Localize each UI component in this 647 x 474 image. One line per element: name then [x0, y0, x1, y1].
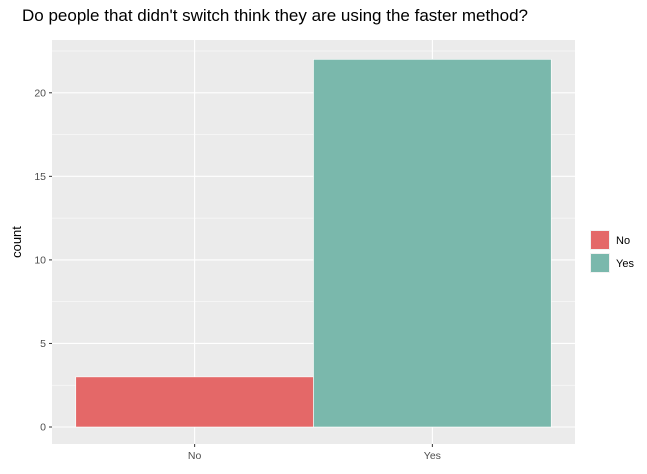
legend-label: No [616, 235, 630, 247]
legend-swatch-yes [591, 254, 609, 272]
x-tick-label: Yes [424, 450, 441, 462]
y-axis-title: count [9, 226, 24, 258]
legend: No Yes [590, 230, 634, 273]
x-tick-label: No [188, 450, 202, 462]
x-axis-ticks: No Yes [188, 444, 441, 462]
y-tick-label: 10 [34, 254, 46, 266]
y-tick-label: 5 [40, 338, 46, 350]
y-axis-ticks: 0 5 10 15 20 [34, 87, 52, 434]
bars [75, 59, 552, 428]
legend-label: Yes [616, 258, 634, 270]
bar-no [75, 376, 314, 428]
y-tick-label: 15 [34, 171, 46, 183]
bar-yes [313, 59, 552, 428]
y-tick-label: 20 [34, 87, 46, 99]
chart-title: Do people that didn't switch think they … [22, 6, 528, 25]
legend-swatch-no [591, 231, 609, 249]
y-tick-label: 0 [40, 422, 46, 434]
